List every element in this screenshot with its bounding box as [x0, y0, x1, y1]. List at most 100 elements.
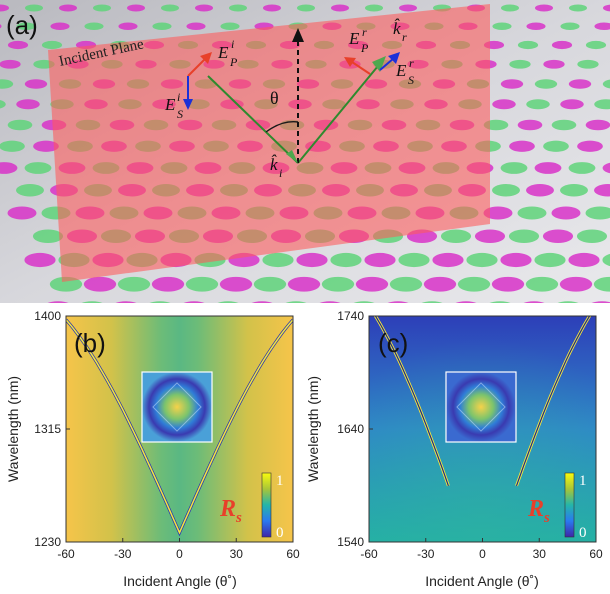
hole — [296, 252, 328, 268]
inset-b — [141, 371, 213, 443]
x-tick-label: 60 — [589, 547, 603, 561]
hole — [585, 40, 607, 50]
hole — [353, 301, 375, 303]
hole — [0, 4, 9, 12]
svg-text:i: i — [177, 90, 180, 104]
y-tick-label: 1640 — [337, 422, 364, 436]
hole — [285, 301, 307, 303]
hole — [517, 119, 543, 131]
svg-text:E: E — [395, 61, 407, 80]
hole — [557, 301, 579, 303]
hole — [364, 252, 396, 268]
hole — [551, 119, 577, 131]
hole — [149, 301, 171, 303]
hole — [152, 22, 172, 31]
hole — [398, 252, 430, 268]
label-k-reflected: k̂ r — [393, 19, 407, 44]
hole — [399, 4, 417, 12]
hole — [585, 206, 610, 220]
hole — [576, 229, 608, 244]
svg-text:E: E — [217, 43, 229, 62]
reflected-ray — [297, 65, 379, 164]
hole — [0, 59, 21, 69]
es-reflected-arrow — [379, 57, 395, 71]
hole — [455, 301, 477, 303]
hole — [0, 162, 18, 174]
svg-text:r: r — [362, 25, 367, 39]
axis-ticks-c: -60 -30 0 30 60 1540 1640 1740 — [337, 309, 603, 561]
hole — [0, 99, 6, 109]
hole — [474, 229, 506, 244]
hole — [602, 162, 610, 174]
es-incident-arrowhead — [183, 99, 193, 110]
hole — [251, 301, 273, 303]
svg-text:r: r — [409, 56, 414, 70]
x-tick-label: 30 — [533, 547, 547, 561]
hole — [24, 162, 52, 174]
hole — [16, 22, 36, 31]
hole — [151, 276, 185, 292]
hole — [526, 99, 550, 110]
colorbar-b-min: 0 — [276, 525, 284, 541]
label-ep-incident: E P i — [217, 37, 238, 69]
y-tick-label: 1230 — [34, 535, 61, 549]
hole — [93, 4, 111, 12]
hole — [568, 162, 596, 174]
hole — [7, 119, 33, 131]
hole — [577, 140, 603, 152]
hole — [83, 276, 117, 292]
hole — [49, 276, 83, 292]
svg-text:E: E — [164, 95, 176, 114]
hole — [355, 276, 389, 292]
resonance-curve-b-glow — [66, 319, 293, 535]
kr-arrowhead — [372, 56, 386, 72]
y-tick-label: 1315 — [34, 422, 61, 436]
hole — [542, 229, 574, 244]
hole — [508, 229, 540, 244]
hole — [118, 22, 138, 31]
incident-ray — [207, 75, 299, 164]
hole — [492, 184, 520, 197]
hole — [551, 40, 573, 50]
hole — [127, 4, 145, 12]
label-ep-reflected: E P r — [348, 25, 369, 55]
hole — [217, 301, 239, 303]
svg-text:k̂: k̂ — [393, 19, 401, 38]
hole — [594, 22, 610, 31]
svg-text:s: s — [235, 510, 242, 526]
hole — [534, 79, 558, 89]
x-tick-label: 30 — [230, 547, 244, 561]
svg-text:i: i — [231, 37, 234, 51]
hole — [492, 22, 512, 31]
hole — [525, 276, 559, 292]
hole — [534, 252, 566, 268]
hole — [526, 22, 546, 31]
x-tick-label: -60 — [57, 547, 75, 561]
hole — [492, 99, 516, 110]
svg-text:P: P — [360, 41, 369, 55]
colorbar-c-max: 1 — [579, 473, 587, 489]
hole — [16, 99, 40, 110]
hole — [185, 276, 219, 292]
hole — [568, 79, 592, 89]
hole — [602, 79, 610, 89]
hole — [500, 79, 524, 89]
hole — [500, 252, 532, 268]
label-es-reflected: E S r — [395, 56, 414, 87]
hole — [517, 40, 539, 50]
hole — [32, 229, 64, 244]
theta-label: θ — [270, 88, 279, 108]
x-tick-label: -60 — [360, 547, 378, 561]
hole — [432, 252, 464, 268]
x-tick-label: 0 — [176, 547, 183, 561]
hole — [560, 99, 584, 110]
hole — [577, 59, 599, 69]
hole — [591, 301, 610, 303]
inset-b-pattern — [152, 382, 202, 432]
colorbar-b-max: 1 — [276, 473, 284, 489]
hole — [568, 252, 600, 268]
svg-text:S: S — [177, 107, 183, 121]
hole — [0, 24, 2, 29]
hole — [526, 184, 554, 197]
hole — [16, 184, 44, 197]
